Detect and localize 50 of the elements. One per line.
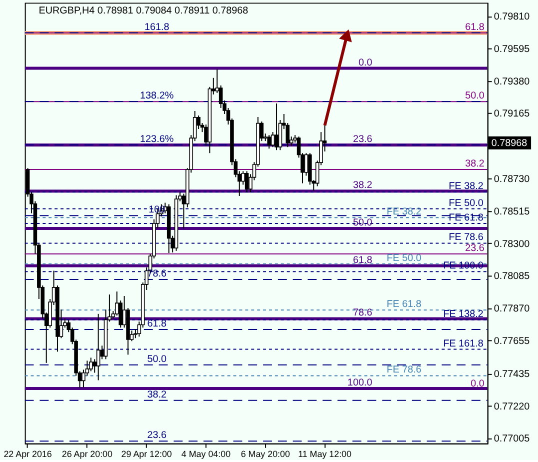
annotation: 38.2 bbox=[352, 180, 373, 192]
x-tick-label: 29 Apr 12:00 bbox=[121, 448, 172, 459]
y-tick-label: 0.77655 bbox=[494, 336, 530, 347]
annotation: FE 50.0 bbox=[386, 252, 422, 264]
x-tick-label: 4 May 04:00 bbox=[181, 448, 231, 459]
annotation: 138.2% bbox=[140, 90, 174, 102]
annotation: 0.0 bbox=[470, 378, 485, 390]
annotation: FE 38.2 bbox=[448, 181, 484, 192]
y-tick-label: 0.77220 bbox=[494, 401, 530, 412]
x-tick-label: 6 May 20:00 bbox=[240, 448, 290, 459]
annotation: 50.0 bbox=[352, 217, 373, 228]
annotation: 61.8 bbox=[352, 254, 373, 266]
annotation: FE 78.6 bbox=[386, 364, 422, 376]
annotation: FE 161.8 bbox=[443, 338, 484, 350]
annotation: 0.0 bbox=[358, 57, 373, 68]
y-tick-label: 0.79165 bbox=[494, 108, 530, 120]
annotation: 161.8 bbox=[144, 22, 170, 33]
y-tick-label: 0.78085 bbox=[494, 271, 530, 282]
annotation: FE 78.6 bbox=[448, 232, 484, 244]
annotation: FE 61.8 bbox=[448, 212, 484, 224]
annotation: FE 50.0 bbox=[448, 198, 484, 209]
annotation: 23.6 bbox=[147, 430, 167, 442]
annotation: 100.0 bbox=[347, 378, 373, 389]
y-tick-label: 0.78300 bbox=[494, 238, 530, 250]
x-tick-label: 22 Apr 2016 bbox=[4, 448, 52, 459]
annotation: 50.0 bbox=[147, 354, 167, 365]
annotation: 23.6 bbox=[465, 242, 485, 254]
text: 0.78968 bbox=[491, 138, 528, 149]
y-tick-label: 0.79380 bbox=[494, 76, 530, 88]
annotation: 123.6% bbox=[140, 134, 174, 145]
y-tick-label: 0.79595 bbox=[494, 44, 530, 56]
y-tick-label: 0.79810 bbox=[494, 12, 530, 23]
annotation: 61.8 bbox=[465, 22, 485, 33]
annotation: 61.8 bbox=[147, 318, 167, 330]
annotation: FE 38.2 bbox=[386, 206, 422, 218]
annotation: 78.6 bbox=[352, 308, 373, 319]
y-tick-label: 0.77005 bbox=[494, 434, 530, 445]
annotation: FE 138.2 bbox=[443, 308, 484, 320]
x-tick-label: 11 May 12:00 bbox=[298, 448, 352, 459]
annotation: FE 61.8 bbox=[386, 299, 422, 310]
y-tick-label: 0.78730 bbox=[494, 174, 530, 186]
y-tick-label: 0.77435 bbox=[494, 368, 530, 380]
annotation: 50.0 bbox=[465, 90, 485, 102]
x-tick-label: 26 Apr 20:00 bbox=[62, 448, 113, 459]
y-tick-label: 0.78515 bbox=[494, 206, 530, 218]
annotation: 38.2 bbox=[147, 389, 167, 400]
annotation: 38.2 bbox=[465, 158, 485, 170]
chart-title: EURGBP,H4 0.78981 0.79084 0.78911 0.78968 bbox=[38, 6, 249, 17]
annotation: 23.6 bbox=[352, 134, 373, 146]
y-tick-label: 0.77870 bbox=[494, 304, 530, 315]
